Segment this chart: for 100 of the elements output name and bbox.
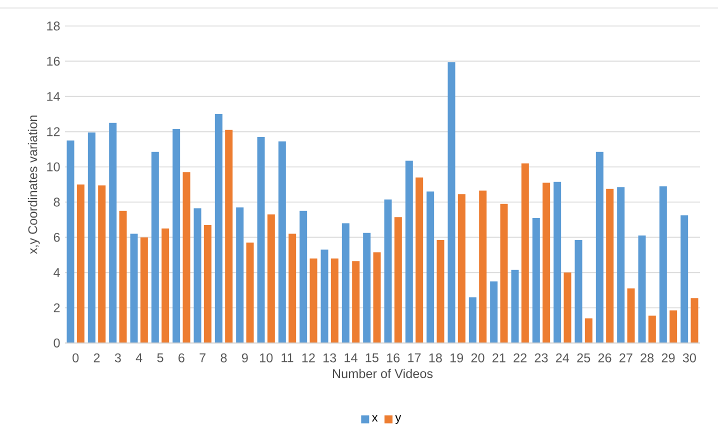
bar — [532, 218, 540, 343]
bar — [416, 177, 424, 343]
bar — [648, 316, 656, 343]
bar — [511, 270, 519, 343]
x-tick-label: 16 — [387, 353, 400, 362]
bar — [606, 188, 614, 343]
x-tick-label: 0 — [72, 353, 79, 362]
bar — [288, 234, 296, 343]
bar — [267, 214, 275, 343]
bar — [426, 192, 434, 343]
y-tick-label: 16 — [47, 56, 60, 66]
y-tick-label: 2 — [54, 303, 60, 312]
x-tick-label: 24 — [556, 353, 570, 362]
bar — [458, 194, 466, 343]
bar — [172, 129, 180, 343]
x-tick-label: 28 — [640, 353, 654, 362]
y-tick-label: 6 — [54, 232, 60, 242]
y-tick-label: 8 — [54, 198, 60, 207]
x-tick-label: 11 — [282, 353, 294, 362]
x-tick-label: 14 — [344, 353, 358, 362]
bar — [278, 141, 286, 343]
bar — [680, 215, 688, 343]
bar — [405, 160, 413, 343]
bar — [564, 272, 572, 343]
bar — [257, 136, 265, 343]
bar — [119, 210, 127, 343]
bar — [617, 187, 625, 343]
bar — [584, 318, 592, 343]
bar — [66, 140, 74, 343]
bar — [500, 204, 508, 343]
bar — [300, 210, 308, 343]
bar — [214, 114, 222, 343]
y-tick-label: 12 — [47, 127, 60, 136]
x-tick-label: 22 — [514, 353, 526, 362]
bar — [236, 207, 244, 343]
x-tick-label: 9 — [242, 353, 248, 362]
x-tick-label: 30 — [682, 353, 696, 362]
x-tick-label: 20 — [471, 353, 484, 362]
bar — [225, 130, 233, 343]
bar — [468, 297, 476, 343]
bar — [436, 240, 444, 343]
legend-label: x — [372, 415, 378, 422]
bar — [204, 224, 212, 343]
bar — [574, 240, 582, 343]
bar — [98, 185, 106, 343]
x-tick-label: 13 — [324, 353, 336, 362]
x-tick-label: 21 — [492, 353, 506, 362]
bar — [330, 258, 338, 343]
x-tick-label: 26 — [598, 353, 612, 362]
bar — [521, 163, 529, 343]
x-tick-label: 19 — [450, 353, 464, 362]
bar — [162, 228, 170, 343]
bar — [659, 186, 667, 343]
x-tick-label: 5 — [157, 353, 164, 362]
bar — [76, 184, 84, 343]
y-tick-label: 4 — [54, 268, 60, 277]
bar — [373, 252, 381, 343]
bar — [246, 242, 254, 343]
bar — [130, 234, 138, 343]
x-tick-label: 2 — [94, 353, 100, 362]
x-tick-label: 10 — [260, 353, 273, 362]
y-axis-title: x,y Coordinates variation — [28, 116, 40, 254]
bar — [542, 182, 550, 343]
bar — [109, 122, 117, 343]
x-tick-label: 17 — [408, 353, 421, 362]
bar — [310, 258, 318, 343]
bar — [363, 232, 371, 343]
x-tick-label: 8 — [220, 353, 227, 362]
bar — [448, 62, 456, 343]
x-tick-label: 15 — [366, 353, 378, 362]
x-axis-title: Number of Videos — [332, 368, 433, 378]
bar — [554, 182, 562, 343]
y-tick-label: 0 — [54, 338, 60, 348]
bar — [627, 288, 635, 343]
y-tick-label: 14 — [47, 92, 60, 101]
bar — [690, 298, 698, 343]
bar — [394, 217, 402, 343]
bar — [182, 172, 190, 343]
x-tick-label: 25 — [577, 353, 590, 362]
bar — [151, 152, 159, 343]
bar — [638, 236, 646, 343]
x-tick-label: 23 — [534, 353, 548, 362]
bar — [194, 208, 202, 343]
bar — [352, 261, 360, 343]
x-tick-label: 12 — [302, 353, 315, 362]
bar — [670, 310, 678, 343]
x-tick-label: 3 — [114, 353, 121, 362]
bar — [140, 237, 148, 343]
x-tick-label: 27 — [619, 353, 632, 362]
x-tick-label: 18 — [429, 353, 442, 362]
bar — [342, 223, 350, 343]
bar — [320, 250, 328, 343]
bar — [384, 199, 392, 343]
bar — [479, 190, 487, 343]
legend-label: y — [395, 415, 402, 424]
bar — [596, 152, 604, 343]
x-tick-label: 4 — [136, 353, 142, 362]
y-tick-label: 18 — [47, 22, 60, 30]
bar — [490, 281, 498, 343]
x-tick-label: 6 — [178, 353, 184, 362]
